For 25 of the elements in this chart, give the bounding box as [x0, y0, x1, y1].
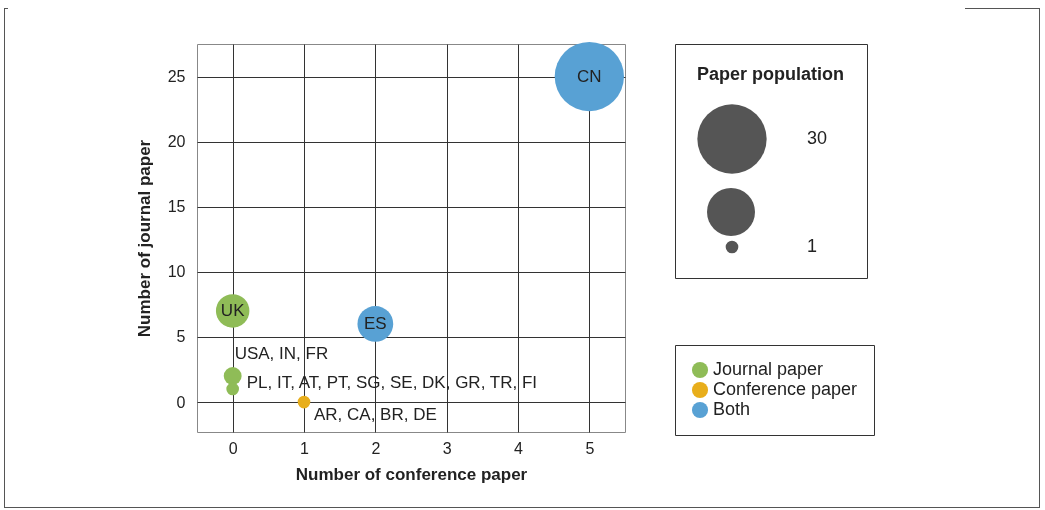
x-tick-label: 0 [228, 439, 238, 457]
legend-label: Conference paper [713, 379, 858, 399]
annotation: USA, IN, FR [234, 344, 329, 364]
x-tick-label: 2 [371, 439, 381, 457]
annotation: UK [220, 300, 246, 320]
x-tick-label: 4 [514, 439, 524, 457]
annotation: AR, CA, BR, DE [314, 405, 437, 425]
y-tick-label: 0 [176, 393, 186, 411]
legend-label: 1 [807, 236, 818, 256]
x-tick-label: 5 [585, 439, 595, 457]
x-axis-title: Number of conference paper [295, 464, 528, 484]
x-tick-label: 1 [300, 439, 310, 457]
y-tick-label: 15 [167, 198, 186, 216]
y-tick-label: 25 [167, 68, 186, 86]
y-tick-label: 10 [167, 263, 186, 281]
x-tick-label: 3 [442, 439, 452, 457]
annotation: CN [577, 66, 602, 86]
legend-label: Journal paper [713, 359, 824, 379]
y-tick-label: 5 [176, 328, 186, 346]
legend-title: Paper population [697, 64, 845, 84]
annotation: ES [363, 313, 387, 333]
y-tick-label: 20 [167, 133, 186, 151]
legend-label: Both [713, 399, 751, 419]
y-axis-title: Number of journal paper [134, 139, 154, 338]
legend-label: 30 [807, 128, 828, 148]
